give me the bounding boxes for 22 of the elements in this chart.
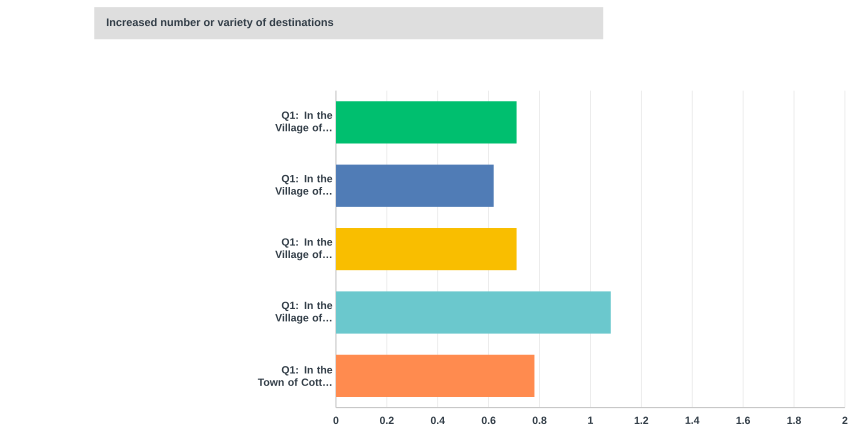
x-tick-label: 0: [333, 416, 338, 424]
y-tick-label: Q1: In the Village of…: [275, 111, 332, 134]
bar: [336, 164, 494, 207]
x-tick-label: 0.6: [482, 416, 496, 424]
y-tick-label: Q1: In the Village of…: [275, 238, 332, 260]
x-tick-label: 1.6: [736, 416, 750, 424]
y-tick-label: Q1: In the Village of…: [275, 301, 332, 324]
x-tick-label: 0.8: [532, 416, 546, 424]
x-tick-label: 1.2: [634, 416, 648, 424]
x-tick-label: 1.8: [787, 416, 801, 424]
bar: [336, 354, 534, 397]
x-tick-label: 2: [842, 416, 848, 424]
x-tick-label: 1.4: [686, 416, 700, 424]
y-tick-label: Q1: In the Town of Cott…: [258, 366, 332, 386]
y-tick-label: Q1: In the Village of…: [275, 174, 332, 197]
x-tick-label: 0.2: [380, 416, 394, 424]
text: Increased number or variety of destinations: [106, 18, 334, 28]
bar: [336, 228, 517, 270]
bar: [336, 291, 611, 334]
x-tick-label: 1: [588, 416, 594, 424]
bar: [336, 101, 517, 144]
x-tick-label: 0.4: [430, 416, 445, 424]
